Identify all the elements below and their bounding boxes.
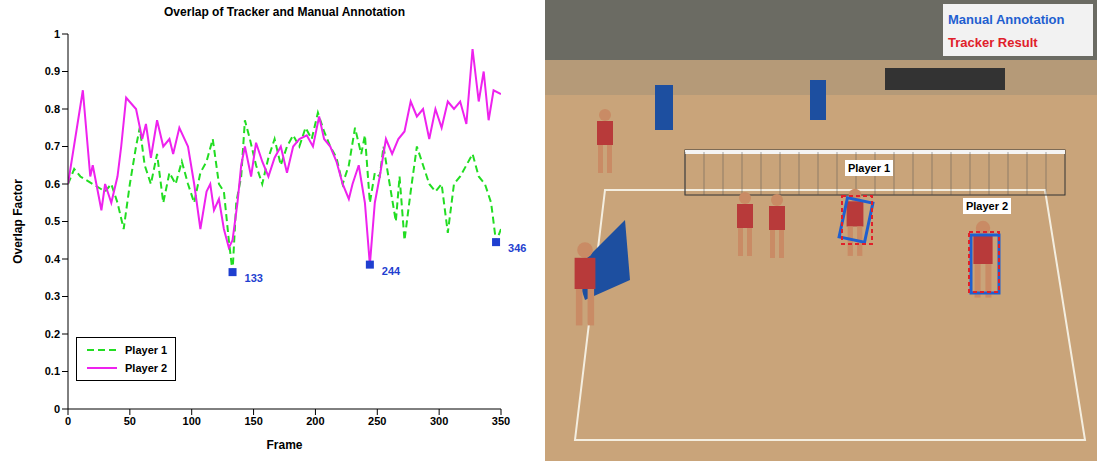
- svg-text:50: 50: [124, 415, 136, 427]
- svg-text:0.1: 0.1: [45, 365, 60, 377]
- svg-text:Overlap Factor: Overlap Factor: [11, 179, 25, 264]
- svg-text:0.4: 0.4: [45, 253, 61, 265]
- svg-text:Player 1: Player 1: [848, 162, 890, 174]
- svg-text:244: 244: [382, 265, 401, 277]
- svg-text:0.5: 0.5: [45, 215, 60, 227]
- svg-text:Tracker Result: Tracker Result: [948, 35, 1038, 50]
- svg-text:200: 200: [306, 415, 324, 427]
- svg-text:0.3: 0.3: [45, 290, 60, 302]
- svg-text:0.7: 0.7: [45, 140, 60, 152]
- svg-text:Manual Annotation: Manual Annotation: [948, 12, 1065, 27]
- svg-text:346: 346: [508, 242, 526, 254]
- svg-text:Frame: Frame: [266, 438, 302, 452]
- svg-text:350: 350: [492, 415, 510, 427]
- svg-text:0.8: 0.8: [45, 103, 60, 115]
- svg-text:150: 150: [244, 415, 262, 427]
- svg-text:0: 0: [54, 403, 60, 415]
- html-text:Player 2: Player 2: [125, 362, 168, 375]
- svg-text:0.6: 0.6: [45, 178, 60, 190]
- html-text:Player 1: Player 1: [125, 344, 168, 357]
- svg-text:Player 2: Player 2: [966, 200, 1008, 212]
- svg-text:300: 300: [430, 415, 448, 427]
- svg-text:1: 1: [54, 28, 60, 40]
- html-text:Overlap of Tracker and Manual: Overlap of Tracker and Manual Annotation: [164, 5, 405, 19]
- svg-text:0.2: 0.2: [45, 328, 60, 340]
- svg-text:250: 250: [368, 415, 386, 427]
- svg-text:0.9: 0.9: [45, 65, 60, 77]
- svg-text:133: 133: [245, 272, 263, 284]
- svg-text:0: 0: [65, 415, 71, 427]
- svg-text:100: 100: [183, 415, 201, 427]
